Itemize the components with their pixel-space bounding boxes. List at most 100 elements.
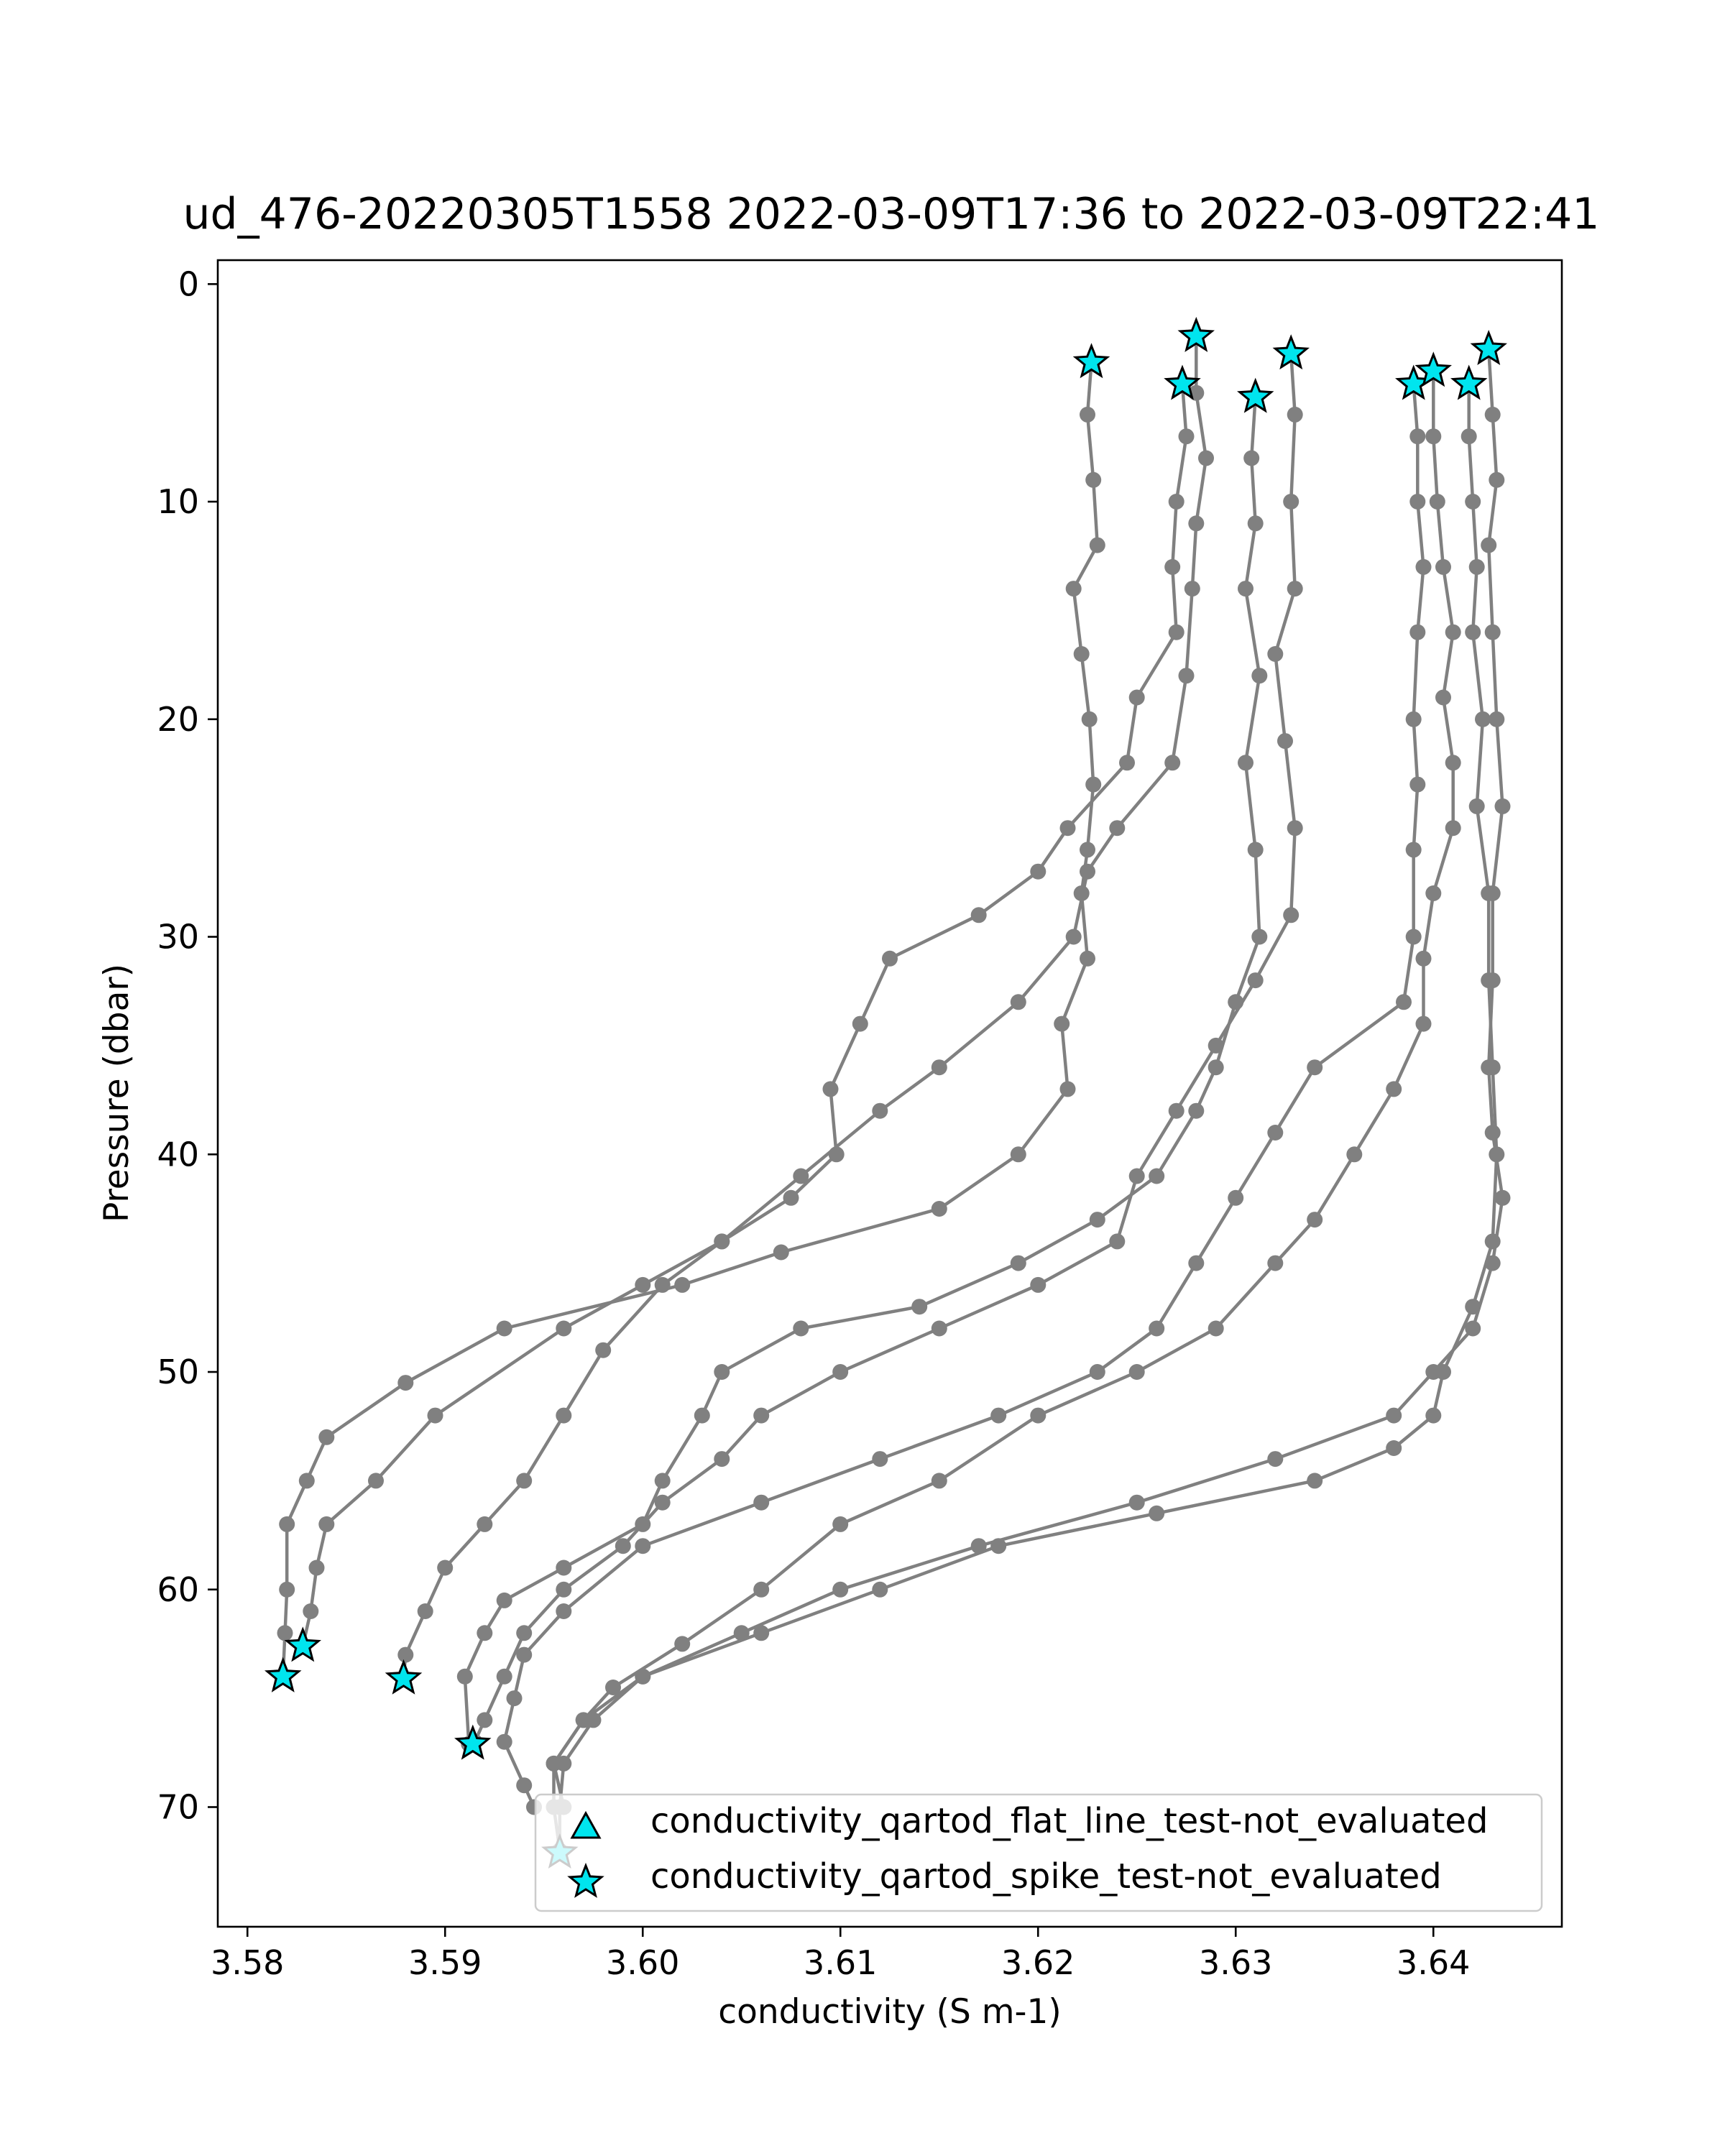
data-point	[1149, 1505, 1165, 1521]
data-point	[1030, 863, 1046, 880]
data-point	[397, 1646, 414, 1663]
data-point	[714, 1364, 730, 1380]
profile-line-8	[552, 384, 1499, 1851]
data-point	[1460, 428, 1477, 445]
x-tick-label: 3.64	[1397, 1943, 1470, 1982]
data-point	[1468, 798, 1485, 814]
data-point	[970, 907, 987, 923]
data-point	[298, 1473, 315, 1489]
data-point	[1010, 1146, 1026, 1163]
y-tick-label: 70	[157, 1787, 199, 1826]
data-point	[1445, 624, 1461, 640]
data-point	[1059, 820, 1076, 837]
data-point	[318, 1516, 335, 1532]
spike-flag-marker	[1450, 364, 1488, 400]
data-point	[1307, 1212, 1323, 1228]
data-point	[1409, 624, 1426, 640]
data-point	[556, 1320, 572, 1337]
data-point	[556, 1407, 572, 1424]
data-point	[1484, 1125, 1501, 1141]
data-point	[1484, 624, 1501, 640]
data-point	[1010, 994, 1026, 1010]
data-point	[1238, 755, 1254, 771]
data-point	[1425, 885, 1442, 901]
data-point	[654, 1494, 671, 1511]
data-point	[516, 1777, 533, 1794]
y-axis: 0 10 20 30 40 50 60 70	[157, 264, 218, 1826]
data-point	[1247, 842, 1264, 858]
data-point	[1425, 428, 1442, 445]
data-point	[1465, 494, 1481, 510]
data-point	[1109, 820, 1126, 837]
data-point	[1188, 1102, 1205, 1119]
data-point	[1494, 798, 1511, 814]
spike-flag-marker	[385, 1659, 423, 1695]
data-point	[506, 1690, 523, 1707]
y-tick-label: 50	[157, 1353, 199, 1391]
data-point	[585, 1712, 602, 1728]
data-point	[1481, 1059, 1497, 1076]
data-point	[1178, 428, 1195, 445]
data-point	[615, 1538, 631, 1554]
profile-line-6	[502, 384, 1425, 1808]
data-point	[832, 1516, 849, 1532]
y-tick-label: 60	[157, 1570, 199, 1609]
data-point	[1475, 711, 1491, 727]
data-point	[605, 1680, 621, 1695]
data-point	[1188, 515, 1205, 532]
data-point	[1396, 994, 1412, 1010]
data-point	[1484, 406, 1501, 423]
data-point	[1415, 1015, 1432, 1032]
data-point	[1164, 558, 1181, 575]
data-point	[654, 1473, 671, 1489]
data-point	[556, 1755, 572, 1772]
data-point	[852, 1015, 868, 1032]
data-point	[793, 1168, 809, 1184]
data-point	[1128, 1364, 1145, 1380]
data-point	[733, 1625, 750, 1641]
data-point	[1251, 929, 1268, 945]
data-point	[1425, 1407, 1442, 1424]
x-tick-label: 3.62	[1001, 1943, 1075, 1982]
legend-label-spike: conductivity_qartod_spike_test-not_evalu…	[650, 1856, 1442, 1897]
plot-area	[216, 259, 1563, 1928]
spike-flag-marker	[264, 1657, 302, 1692]
data-point	[872, 1451, 888, 1468]
data-point	[1267, 1125, 1284, 1141]
profile-line-1	[281, 362, 1100, 1677]
data-point	[1243, 450, 1260, 466]
data-point	[1109, 1233, 1126, 1250]
data-point	[477, 1516, 493, 1532]
profile-line-2	[301, 384, 1188, 1646]
data-point	[1435, 689, 1451, 706]
data-point	[1010, 1255, 1026, 1271]
data-point	[1287, 406, 1303, 423]
x-tick-label: 3.59	[408, 1943, 482, 1982]
data-point	[1080, 863, 1095, 880]
data-point	[1409, 776, 1426, 793]
data-point	[1465, 624, 1481, 640]
data-point	[753, 1407, 770, 1424]
data-point	[556, 1581, 572, 1598]
chart-title: ud_476-20220305T1558 2022-03-09T17:36 to…	[183, 189, 1600, 239]
data-point	[1164, 755, 1181, 771]
data-point	[753, 1625, 770, 1641]
data-point	[1085, 471, 1102, 488]
profile-line-9	[558, 349, 1504, 1851]
legend-triangle-icon	[570, 1810, 602, 1839]
data-point	[1287, 820, 1303, 837]
data-point	[1208, 1320, 1224, 1337]
spike-flag-marker	[1470, 329, 1507, 366]
data-point	[1405, 711, 1422, 727]
data-point	[496, 1668, 512, 1685]
y-tick-label: 20	[157, 700, 199, 739]
data-point	[1178, 668, 1195, 684]
data-point	[832, 1364, 849, 1380]
data-point	[277, 1625, 293, 1641]
data-point	[496, 1733, 512, 1750]
data-point	[1435, 558, 1451, 575]
data-point	[635, 1538, 651, 1554]
legend-star-marker	[567, 1862, 604, 1898]
data-point	[1481, 537, 1497, 553]
